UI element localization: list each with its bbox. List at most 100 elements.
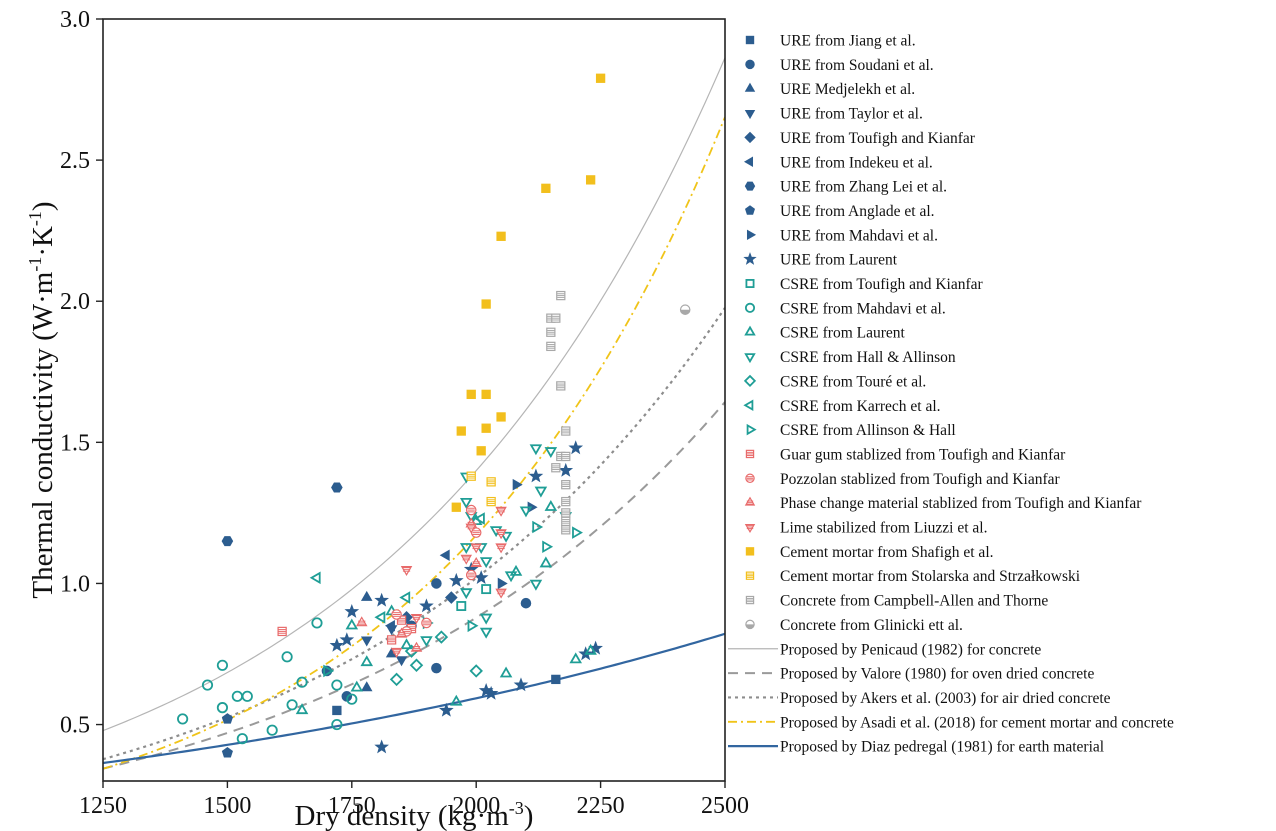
legend-item: CSRE from Allinson & Hall: [746, 422, 956, 439]
data-point: [534, 486, 548, 498]
plot-frame: [102, 18, 726, 782]
data-point: [512, 478, 523, 491]
legend-label: CSRE from Allinson & Hall: [780, 422, 956, 439]
legend-item: Proposed by Asadi et al. (2018) for ceme…: [728, 714, 1174, 731]
x-tick-label: 1750: [328, 793, 376, 819]
data-point: [395, 627, 408, 638]
legend-label: CSRE from Mahdavi et al.: [780, 300, 946, 317]
data-point: [561, 508, 571, 518]
legend-label: Concrete from Campbell-Allen and Thorne: [780, 593, 1048, 610]
data-point: [445, 591, 458, 604]
data-point: [551, 674, 561, 685]
y-tick-label: 1.5: [60, 430, 90, 456]
series-csre-from-toufigh-and-kianfar: [456, 584, 492, 611]
legend-item: URE from Toufigh and Kianfar: [744, 130, 976, 147]
legend-marker-hexagon-icon: [744, 181, 756, 191]
series-csre-from-karrech-et-al: [309, 512, 485, 624]
data-point: [561, 496, 571, 507]
data-point: [360, 655, 374, 667]
data-point: [456, 601, 467, 611]
data-point: [495, 543, 507, 554]
data-point: [431, 662, 442, 674]
x-tick-label: 1250: [79, 793, 127, 819]
data-point: [551, 313, 561, 323]
legend-label: Proposed by Akers et al. (2003) for air …: [780, 690, 1111, 707]
legend-marker-triangle-right-icon: [746, 423, 757, 436]
data-point: [201, 679, 214, 691]
data-point: [374, 611, 386, 624]
data-point: [395, 656, 408, 667]
data-point: [439, 549, 450, 561]
data-point: [329, 637, 345, 652]
data-point: [496, 412, 506, 422]
legend-marker-square-icon: [745, 595, 755, 605]
data-point: [585, 175, 596, 185]
legend-item: CSRE from Karrech et al.: [743, 398, 941, 415]
legend-item: Guar gum stablized from Toufigh and Kian…: [745, 446, 1066, 463]
data-point: [551, 463, 561, 473]
data-point: [410, 641, 423, 652]
data-point: [481, 423, 491, 433]
data-point: [486, 477, 496, 487]
legend-label: Pozzolan stablized from Toufigh and Kian…: [780, 471, 1061, 488]
legend-marker-triangle-down-icon: [744, 523, 756, 534]
data-point: [419, 598, 434, 613]
data-point: [309, 571, 321, 585]
series-ure-from-indekeu-et-al: [384, 549, 450, 632]
legend-marker-triangle-down-icon: [744, 110, 756, 120]
data-point: [331, 482, 343, 493]
legend-label: Concrete from Glinicki ett al.: [780, 617, 963, 634]
data-point: [374, 739, 389, 754]
legend-item: Cement mortar from Shafigh et al.: [745, 544, 994, 561]
curve-proposed-by-penicaud-1982-for-concrete: [103, 57, 725, 732]
y-tick-label: 0.5: [60, 713, 90, 739]
data-point: [470, 557, 482, 568]
data-points: [177, 73, 691, 758]
data-point: [332, 705, 342, 716]
legend-marker-circle-icon: [745, 59, 755, 70]
data-point: [546, 341, 556, 352]
data-point: [355, 616, 368, 627]
data-point: [390, 647, 403, 658]
data-point: [421, 617, 432, 629]
data-point: [465, 504, 477, 516]
data-point: [350, 680, 364, 692]
legend-label: CSRE from Toufigh and Kianfar: [780, 276, 984, 293]
legend-label: Lime stabilized from Liuzzi et al.: [780, 520, 987, 537]
data-point: [345, 618, 359, 630]
data-point: [470, 527, 482, 538]
data-point: [386, 635, 397, 645]
data-point: [556, 290, 566, 301]
legend-label: CSRE from Karrech et al.: [780, 398, 941, 415]
data-point: [561, 480, 571, 490]
data-point: [231, 690, 243, 702]
data-point: [539, 556, 553, 568]
legend-label: URE from Soudani et al.: [780, 57, 934, 74]
data-point: [360, 636, 373, 647]
data-point: [391, 609, 402, 620]
data-point: [467, 619, 479, 633]
series-lime-stabilized-from-liuzzi-et-al: [390, 506, 507, 658]
legend-marker-circle-icon: [745, 619, 755, 630]
data-point: [541, 183, 551, 193]
data-point: [177, 713, 189, 725]
y-axis-ticks: 0.5 1.0 1.5 2.0 2.5 3.0: [60, 7, 103, 739]
series-csre-from-tour-et-al: [389, 630, 483, 687]
legend-marker-square-icon: [745, 449, 755, 459]
legend-item: Concrete from Campbell-Allen and Thorne: [745, 593, 1048, 610]
legend-marker-star-icon: [743, 252, 757, 265]
legend-label: URE Medjelekh et al.: [780, 81, 915, 98]
y-axis-title: Thermal conductivity (W·m-1·K-1): [25, 201, 59, 598]
legend-label: URE from Toufigh and Kianfar: [780, 130, 976, 147]
data-point: [542, 540, 554, 554]
legend-label: Phase change material stablized from Tou…: [780, 495, 1142, 512]
legend-marker-triangle-left-icon: [743, 156, 754, 167]
legend-item: Proposed by Akers et al. (2003) for air …: [728, 690, 1111, 707]
data-point: [479, 613, 493, 625]
data-point: [528, 468, 544, 483]
data-point: [496, 231, 506, 241]
legend-marker-triangle-up-icon: [744, 496, 756, 506]
data-point: [344, 603, 360, 618]
data-point: [499, 666, 513, 678]
legend-item: Concrete from Glinicki ett al.: [745, 617, 963, 634]
